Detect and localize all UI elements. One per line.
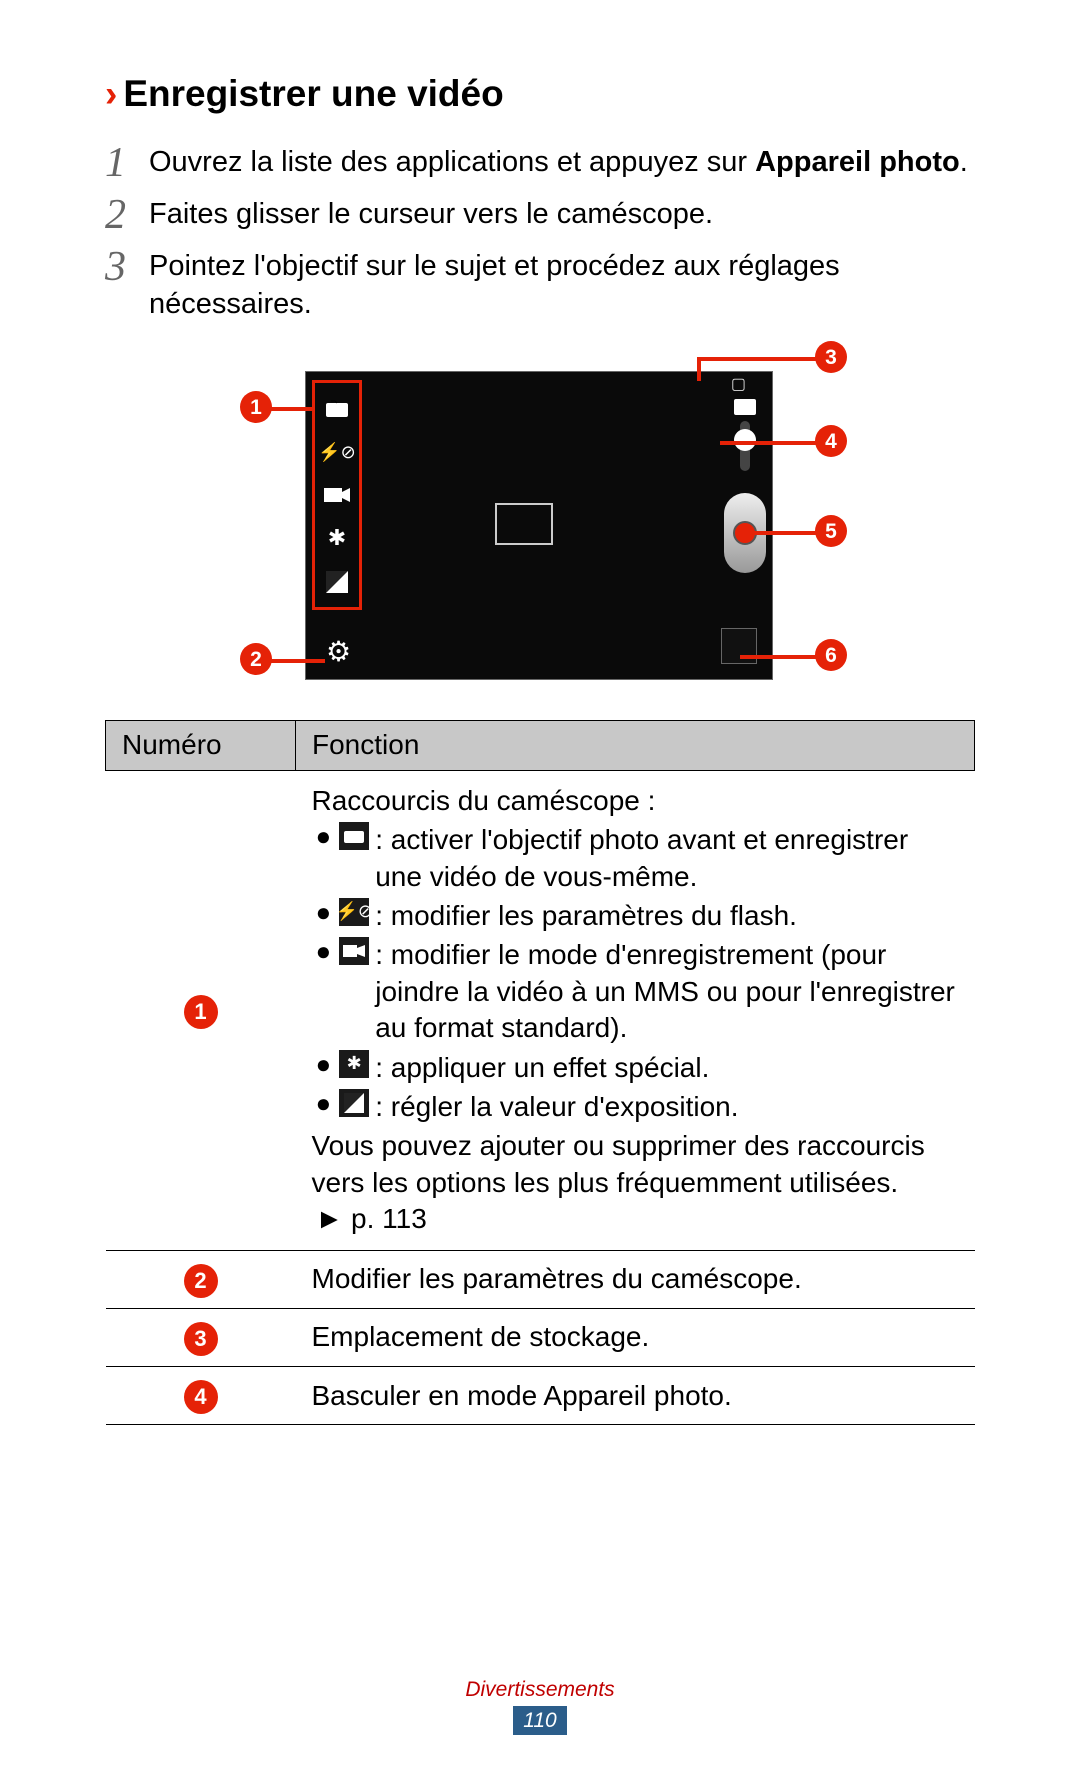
step-number: 2 <box>105 192 149 236</box>
effect-icon: ✱ <box>339 1050 369 1078</box>
self-camera-icon <box>339 822 369 850</box>
storage-icon: ▢ <box>731 375 746 396</box>
record-mode-icon <box>322 480 352 510</box>
bullet-selfcam: ● : activer l'objectif photo avant et en… <box>312 822 959 895</box>
leader-line <box>270 659 325 663</box>
settings-gear-icon: ⚙ <box>326 634 351 670</box>
step-1: 1 Ouvrez la liste des applications et ap… <box>105 140 975 184</box>
outro-ref: ► p. 113 <box>316 1201 427 1237</box>
table-row: 1 Raccourcis du caméscope : ● : activer … <box>106 770 975 1250</box>
function-table: Numéro Fonction 1 Raccourcis du caméscop… <box>105 720 975 1425</box>
chevron-icon: › <box>105 70 117 118</box>
leader-line <box>697 357 825 361</box>
camcorder-screenshot: ⚡⊘ ✱ 0.0 ⚙ ▢ 1 2 3 4 5 6 <box>250 353 830 680</box>
section-heading: › Enregistrer une vidéo <box>105 70 975 118</box>
focus-rectangle <box>495 503 553 545</box>
step-2: 2 Faites glisser le curseur vers le camé… <box>105 192 975 236</box>
step-number: 3 <box>105 244 149 288</box>
self-camera-icon <box>322 394 352 424</box>
step-text: Ouvrez la liste des applications et appu… <box>149 140 975 182</box>
bullet-effect: ●✱ : appliquer un effet spécial. <box>312 1050 959 1086</box>
step-text: Faites glisser le curseur vers le camésc… <box>149 192 975 234</box>
camera-mode-icon <box>734 399 756 415</box>
row1-outro: Vous pouvez ajouter ou supprimer des rac… <box>312 1128 959 1237</box>
leader-line <box>740 655 825 659</box>
row-badge-3: 3 <box>184 1322 218 1356</box>
header-numero: Numéro <box>106 721 296 770</box>
outro-pre: Vous pouvez ajouter ou supprimer des rac… <box>312 1130 925 1197</box>
page-footer: Divertissements 110 <box>0 1676 1080 1735</box>
callout-badge-2: 2 <box>240 643 272 675</box>
row1-body: Raccourcis du caméscope : ● : activer l'… <box>312 783 959 1238</box>
bullet-flash: ●⚡⊘ : modifier les paramètres du flash. <box>312 898 959 934</box>
callout-badge-4: 4 <box>815 425 847 457</box>
shortcut-panel: ⚡⊘ ✱ 0.0 <box>312 380 362 610</box>
table-row: 3 Emplacement de stockage. <box>106 1308 975 1366</box>
callout-badge-6: 6 <box>815 639 847 671</box>
row-badge-2: 2 <box>184 1264 218 1298</box>
step-bold: Appareil photo <box>755 146 960 178</box>
svg-text:0.0: 0.0 <box>332 586 342 593</box>
row-badge-1: 1 <box>184 995 218 1029</box>
flash-icon: ⚡⊘ <box>322 437 352 467</box>
callout-badge-3: 3 <box>815 341 847 373</box>
record-mode-icon <box>339 937 369 965</box>
step-text-post: . <box>960 146 968 178</box>
step-number: 1 <box>105 140 149 184</box>
leader-line <box>270 407 312 411</box>
flash-icon: ⚡⊘ <box>339 898 369 926</box>
bullet-recmode: ● : modifier le mode d'enregistrement (p… <box>312 937 959 1046</box>
leader-line <box>720 441 825 445</box>
footer-category: Divertissements <box>0 1676 1080 1703</box>
section-title-text: Enregistrer une vidéo <box>123 70 503 118</box>
exposure-icon <box>339 1089 369 1117</box>
step-3: 3 Pointez l'objectif sur le sujet et pro… <box>105 244 975 323</box>
header-fonction: Fonction <box>296 721 975 770</box>
row3-text: Emplacement de stockage. <box>296 1308 975 1366</box>
row1-intro: Raccourcis du caméscope : <box>312 783 959 819</box>
callout-badge-1: 1 <box>240 391 272 423</box>
row-badge-4: 4 <box>184 1380 218 1414</box>
leader-line <box>697 357 701 381</box>
step-text: Pointez l'objectif sur le sujet et procé… <box>149 244 975 323</box>
bullet-exposure: ● : régler la valeur d'exposition. <box>312 1089 959 1125</box>
table-row: 4 Basculer en mode Appareil photo. <box>106 1367 975 1425</box>
effect-icon: ✱ <box>322 524 352 554</box>
row2-text: Modifier les paramètres du caméscope. <box>296 1250 975 1308</box>
callout-badge-5: 5 <box>815 515 847 547</box>
table-row: 2 Modifier les paramètres du caméscope. <box>106 1250 975 1308</box>
exposure-icon: 0.0 <box>322 567 352 597</box>
leader-line <box>750 531 825 535</box>
row4-text: Basculer en mode Appareil photo. <box>296 1367 975 1425</box>
step-text-pre: Ouvrez la liste des applications et appu… <box>149 146 755 178</box>
page-number: 110 <box>513 1706 566 1735</box>
steps-list: 1 Ouvrez la liste des applications et ap… <box>105 140 975 323</box>
table-header-row: Numéro Fonction <box>106 721 975 770</box>
